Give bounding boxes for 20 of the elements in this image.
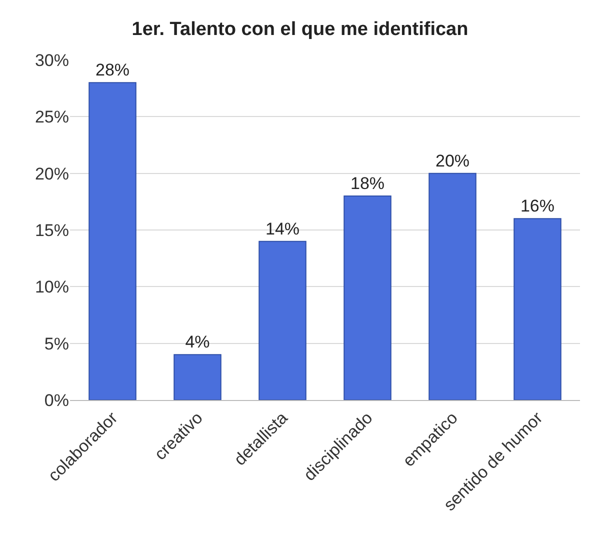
- data-label: 20%: [435, 151, 470, 170]
- bar: [88, 82, 136, 400]
- y-tick-label: 20%: [34, 164, 69, 184]
- y-tick-label: 5%: [44, 334, 69, 354]
- y-tick-label: 10%: [34, 278, 69, 297]
- bar: [258, 240, 306, 400]
- data-label: 28%: [95, 60, 130, 80]
- y-tick-label: 0%: [44, 390, 69, 410]
- data-label: 16%: [520, 196, 555, 216]
- y-tick-label: 15%: [34, 220, 69, 240]
- data-label: 4%: [185, 332, 210, 352]
- data-label: 18%: [350, 174, 385, 193]
- data-label: 14%: [265, 219, 300, 238]
- bar: [344, 196, 392, 400]
- y-tick-label: 30%: [34, 50, 69, 70]
- y-tick-label: 25%: [34, 108, 69, 127]
- bar: [174, 354, 222, 400]
- bar: [514, 218, 562, 400]
- bar: [428, 172, 476, 400]
- chart-title: 1er. Talento con el que me identifican: [132, 18, 468, 40]
